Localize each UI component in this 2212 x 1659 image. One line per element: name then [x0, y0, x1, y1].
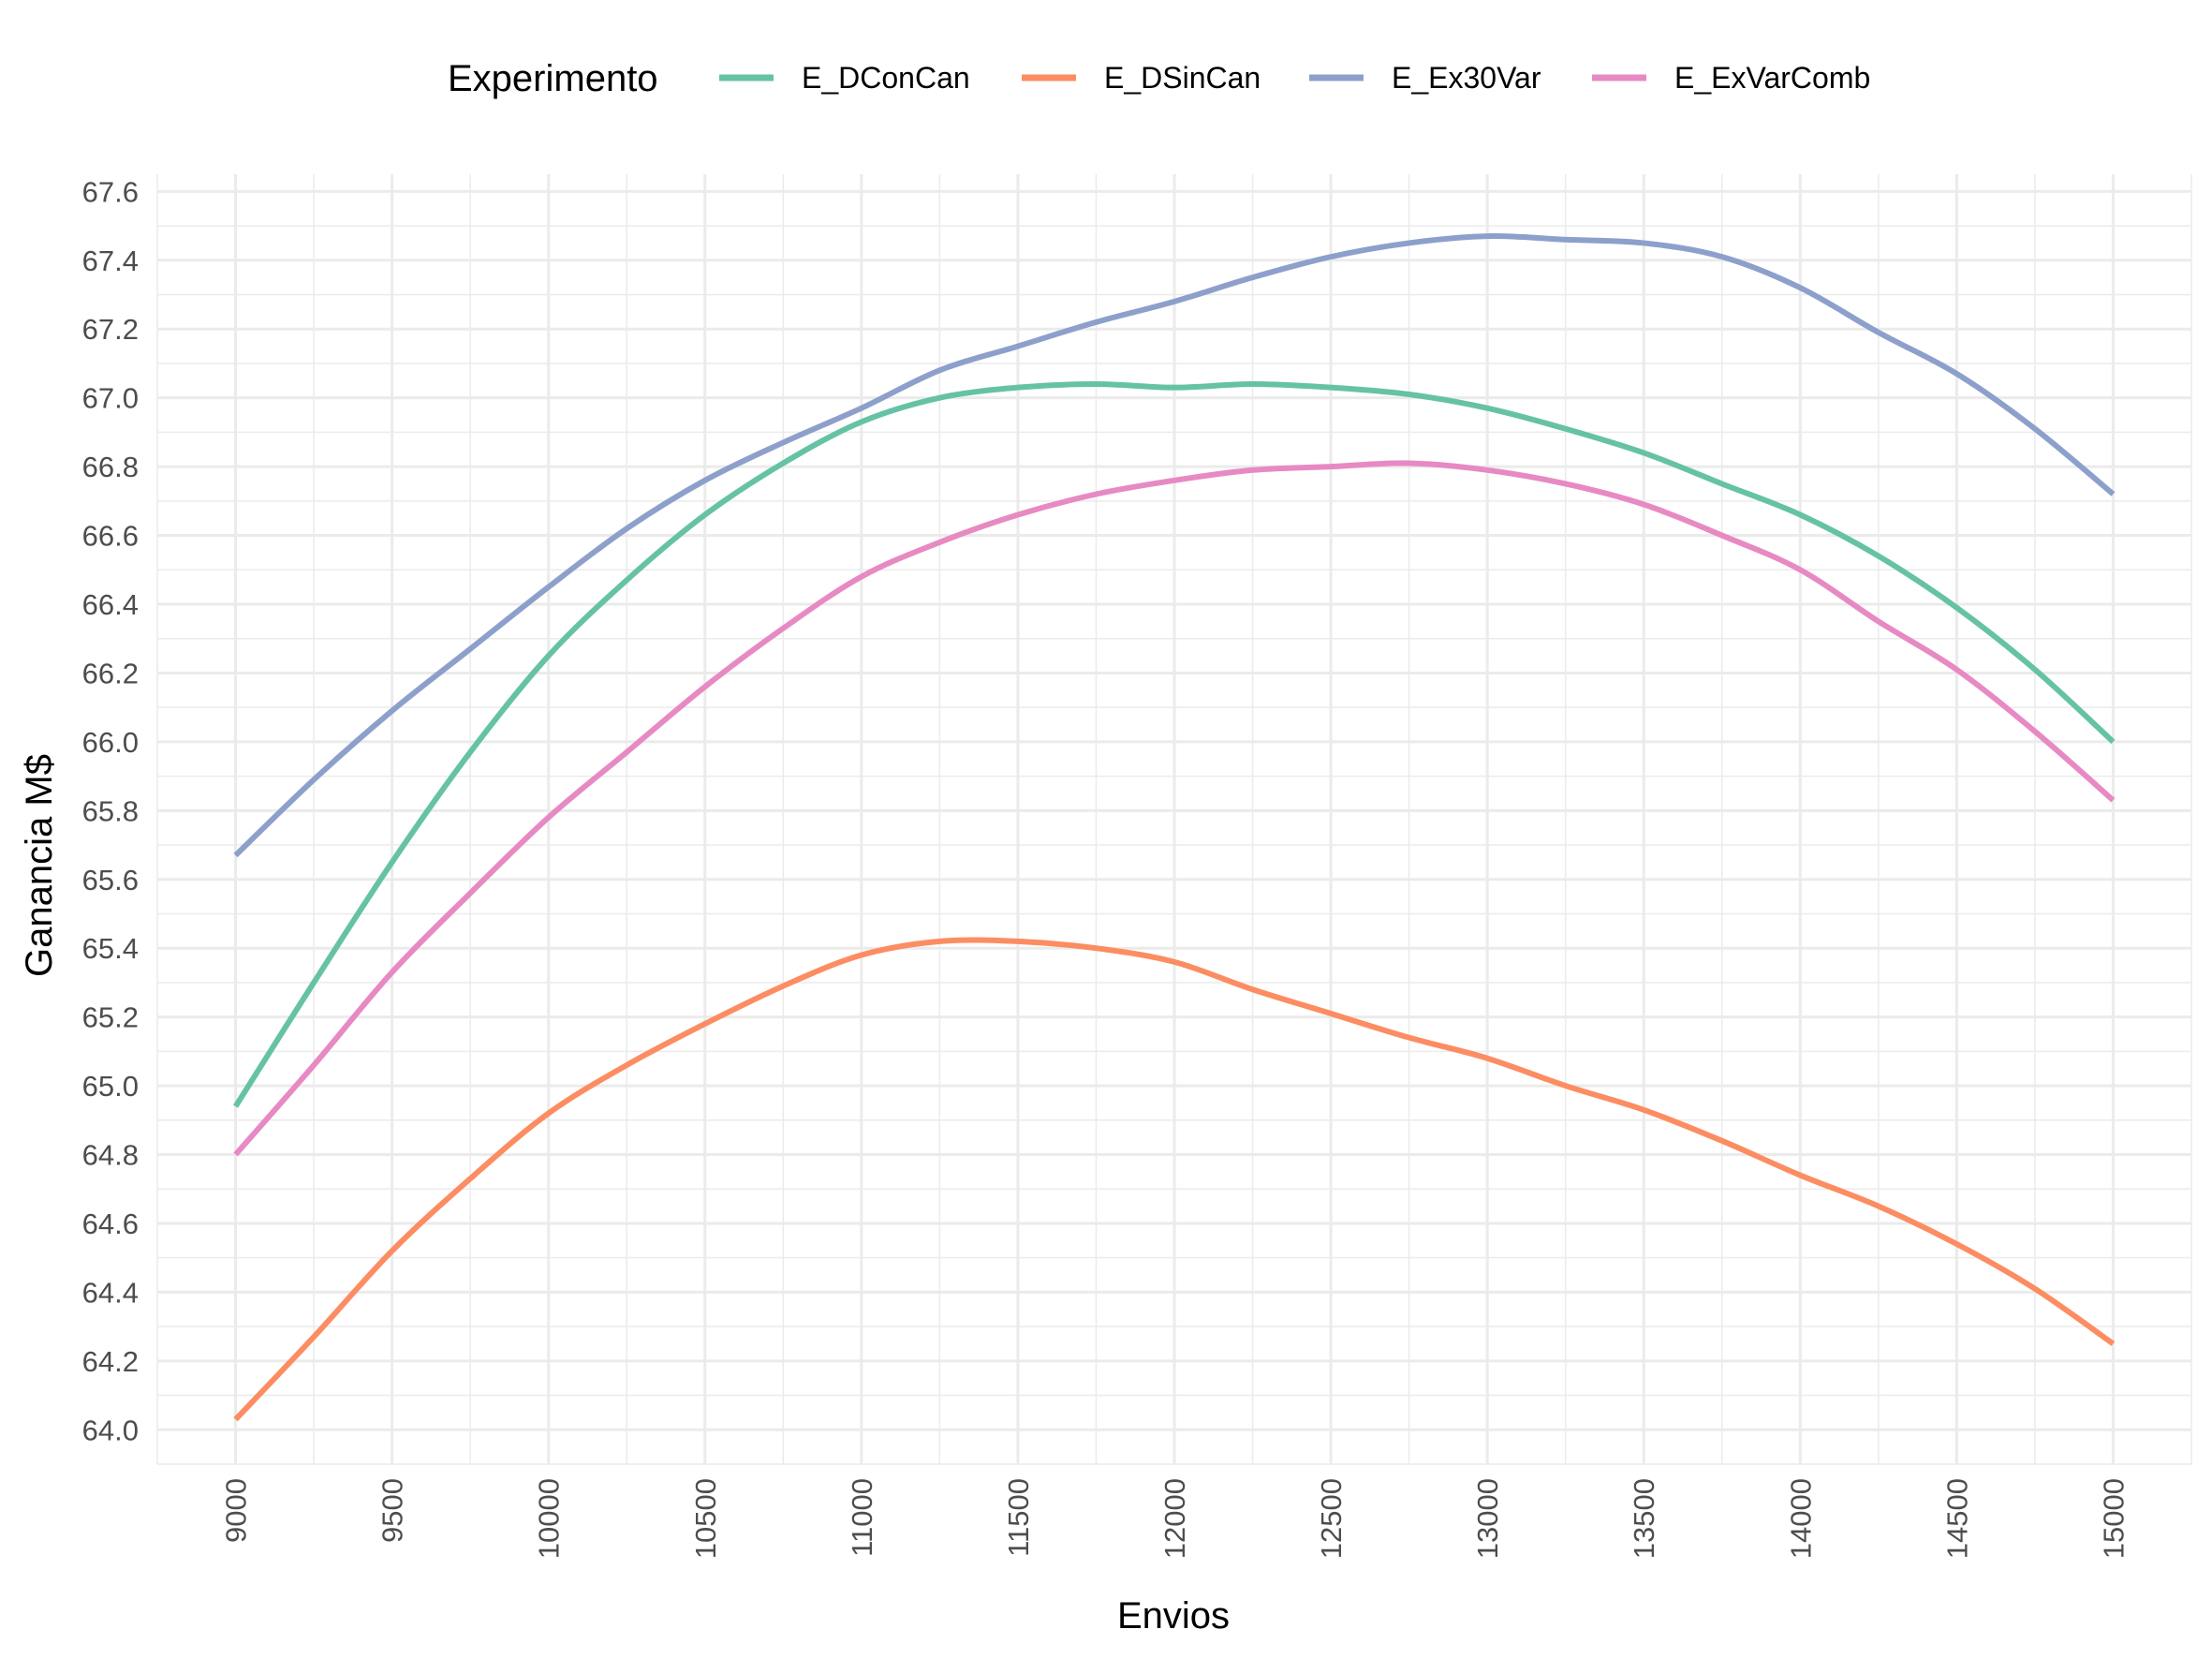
y-tick-label: 67.6: [82, 175, 139, 208]
y-tick-label: 64.2: [82, 1345, 139, 1378]
y-tick-label: 64.0: [82, 1414, 139, 1446]
x-tick-label: 14000: [1784, 1478, 1817, 1559]
x-tick-label: 10500: [689, 1478, 722, 1559]
x-tick-label: 9500: [376, 1478, 409, 1543]
y-tick-label: 66.4: [82, 588, 139, 621]
y-tick-label: 65.2: [82, 1001, 139, 1034]
y-tick-label: 64.4: [82, 1276, 139, 1309]
y-tick-label: 65.8: [82, 794, 139, 827]
x-tick-label: 13000: [1471, 1478, 1504, 1559]
y-tick-label: 65.4: [82, 932, 139, 965]
x-tick-label: 11000: [846, 1478, 878, 1557]
x-tick-label: 13500: [1628, 1478, 1660, 1559]
legend-label-e-ex30var: E_Ex30Var: [1392, 61, 1541, 95]
x-axis-title: Envios: [1117, 1595, 1230, 1637]
y-tick-label: 66.6: [82, 520, 139, 553]
y-tick-label: 66.2: [82, 657, 139, 689]
x-tick-label: 12000: [1158, 1478, 1191, 1559]
y-tick-label: 64.6: [82, 1207, 139, 1240]
legend-label-e-dconcan: E_DConCan: [802, 61, 970, 95]
y-tick-label: 65.0: [82, 1070, 139, 1103]
y-tick-label: 66.0: [82, 726, 139, 759]
legend-title: Experimento: [448, 58, 658, 99]
x-tick-label: 10000: [533, 1478, 566, 1559]
x-tick-label: 15000: [2097, 1478, 2130, 1559]
y-tick-label: 66.8: [82, 451, 139, 483]
y-tick-label: 67.2: [82, 313, 139, 346]
x-tick-label: 11500: [1002, 1478, 1035, 1557]
y-axis-title: Ganancia M$: [19, 754, 60, 977]
y-tick-label: 64.8: [82, 1139, 139, 1172]
x-tick-label: 14500: [1940, 1478, 1973, 1559]
y-tick-label: 67.4: [82, 244, 139, 277]
y-tick-label: 65.6: [82, 864, 139, 896]
x-tick-label: 12500: [1315, 1478, 1348, 1559]
legend-label-e-exvarcomb: E_ExVarComb: [1674, 61, 1870, 95]
y-tick-label: 67.0: [82, 382, 139, 415]
x-tick-label: 9000: [220, 1478, 253, 1543]
legend-label-e-dsincan: E_DSinCan: [1104, 61, 1261, 95]
